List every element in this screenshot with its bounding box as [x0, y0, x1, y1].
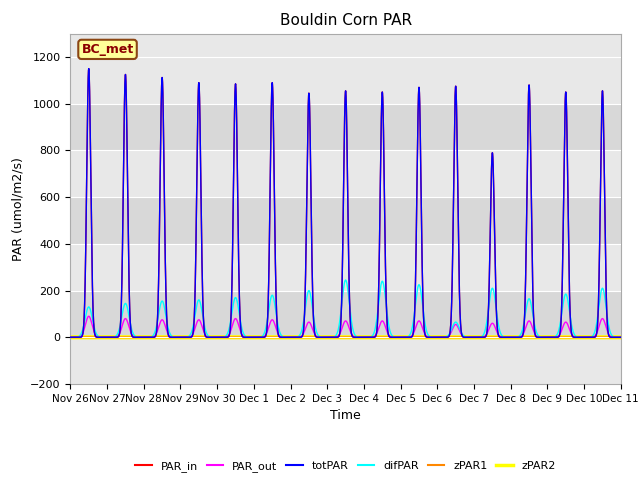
totPAR	[85, 66, 93, 72]
zPAR2	[617, 335, 625, 340]
Bar	[70, 57, 621, 104]
zPAR2	[67, 335, 74, 340]
totPAR	[484, 310, 492, 316]
PAR_out	[617, 335, 625, 340]
zPAR1	[617, 335, 625, 340]
zPAR1	[327, 335, 335, 340]
zPAR1	[594, 335, 602, 340]
PAR_in	[253, 335, 261, 340]
zPAR2	[469, 335, 477, 340]
PAR_out	[587, 335, 595, 340]
difPAR	[67, 335, 74, 340]
zPAR2	[253, 335, 261, 340]
Bar	[70, 337, 621, 384]
totPAR	[587, 335, 595, 340]
difPAR	[587, 334, 595, 340]
Y-axis label: PAR (umol/m2/s): PAR (umol/m2/s)	[12, 157, 24, 261]
PAR_in	[587, 335, 595, 340]
zPAR2	[484, 335, 492, 340]
difPAR	[327, 335, 335, 340]
totPAR	[594, 319, 602, 324]
difPAR	[617, 335, 625, 340]
Line: PAR_out: PAR_out	[70, 316, 621, 337]
PAR_in	[594, 319, 602, 324]
PAR_out	[253, 335, 261, 340]
Title: Bouldin Corn PAR: Bouldin Corn PAR	[280, 13, 412, 28]
zPAR2	[327, 335, 335, 340]
PAR_out	[594, 328, 602, 334]
PAR_in	[327, 335, 335, 340]
Bar	[70, 290, 621, 337]
difPAR	[253, 335, 261, 340]
Line: difPAR: difPAR	[70, 280, 621, 337]
difPAR	[469, 335, 477, 340]
zPAR1	[469, 335, 477, 340]
Bar	[70, 150, 621, 197]
totPAR	[253, 335, 261, 340]
totPAR	[617, 335, 625, 340]
difPAR	[484, 308, 492, 313]
zPAR2	[594, 335, 602, 340]
Line: totPAR: totPAR	[70, 69, 621, 337]
Bar	[70, 104, 621, 150]
PAR_out	[67, 335, 74, 340]
difPAR	[342, 277, 349, 283]
PAR_in	[484, 310, 492, 316]
Text: BC_met: BC_met	[81, 43, 134, 56]
PAR_out	[327, 335, 335, 340]
zPAR1	[484, 335, 492, 340]
zPAR1	[253, 335, 261, 340]
PAR_out	[484, 328, 492, 334]
totPAR	[327, 335, 335, 340]
zPAR2	[587, 335, 595, 340]
PAR_in	[85, 66, 93, 72]
totPAR	[469, 335, 477, 340]
zPAR1	[67, 335, 74, 340]
Legend: PAR_in, PAR_out, totPAR, difPAR, zPAR1, zPAR2: PAR_in, PAR_out, totPAR, difPAR, zPAR1, …	[131, 457, 561, 477]
difPAR	[594, 313, 602, 319]
PAR_out	[469, 335, 477, 340]
PAR_out	[85, 313, 93, 319]
zPAR1	[587, 335, 595, 340]
PAR_in	[469, 335, 477, 340]
PAR_in	[617, 335, 625, 340]
Bar	[70, 197, 621, 244]
Bar	[70, 244, 621, 290]
PAR_in	[67, 335, 74, 340]
X-axis label: Time: Time	[330, 409, 361, 422]
totPAR	[67, 335, 74, 340]
Line: PAR_in: PAR_in	[70, 69, 621, 337]
